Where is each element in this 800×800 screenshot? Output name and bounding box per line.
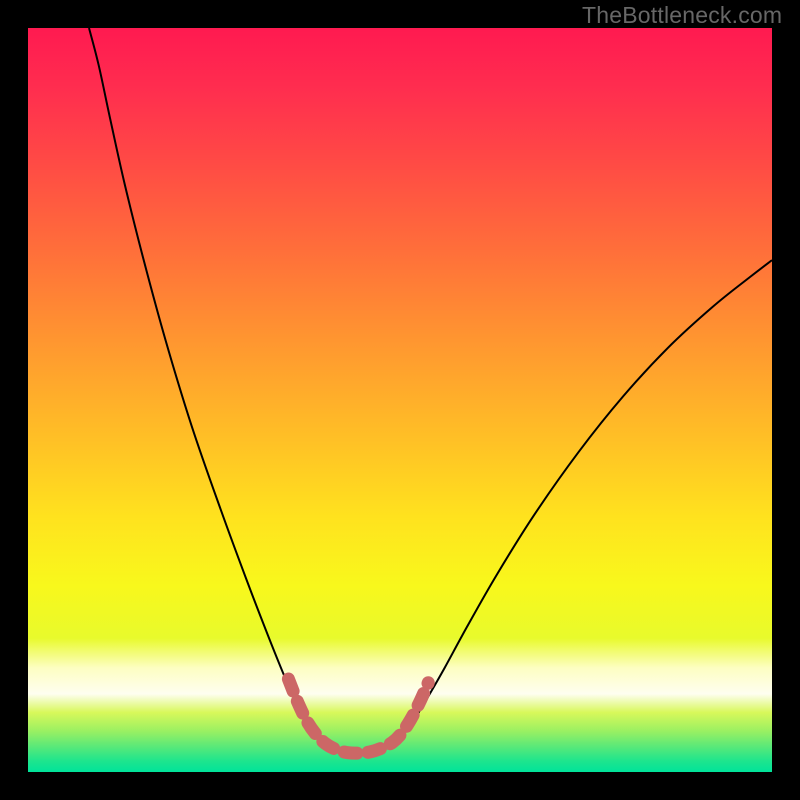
gradient-background	[28, 28, 772, 772]
plot-area	[28, 28, 772, 772]
chart-svg	[28, 28, 772, 772]
watermark-text: TheBottleneck.com	[582, 2, 782, 29]
